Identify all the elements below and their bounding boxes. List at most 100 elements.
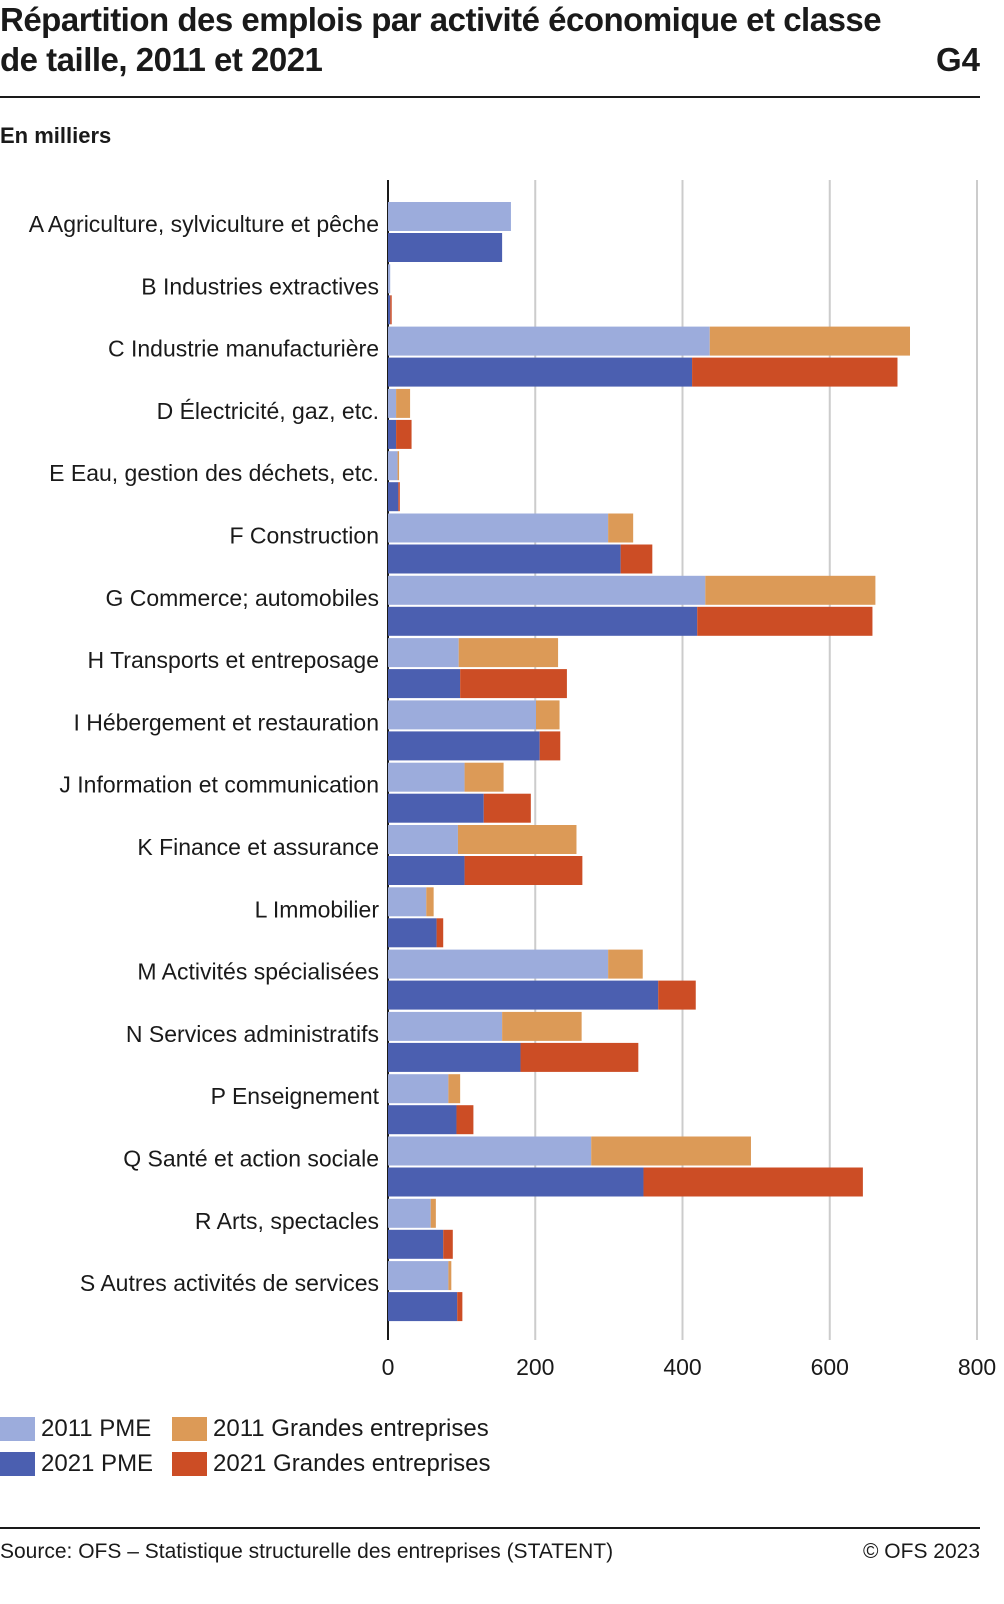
legend-label-2021-ge: 2021 Grandes entreprises xyxy=(213,1450,491,1477)
bar-2011-s1-c17 xyxy=(448,1261,452,1291)
category-label-16: R Arts, spectacles xyxy=(195,1208,379,1234)
bar-2021-s2-c5 xyxy=(388,544,621,574)
category-label-12: M Activités spécialisées xyxy=(137,959,379,985)
category-label-1: B Industries extractives xyxy=(141,273,379,299)
category-label-5: F Construction xyxy=(229,523,379,549)
category-label-2: C Industrie manufacturière xyxy=(108,336,379,362)
bar-2021-s2-c16 xyxy=(388,1229,444,1259)
bar-2021-s3-c9 xyxy=(483,793,531,823)
bar-2021-s2-c12 xyxy=(388,980,659,1010)
bar-2011-s0-c4 xyxy=(388,451,398,481)
category-label-8: I Hébergement et restauration xyxy=(73,709,379,735)
legend-item-2021-ge: 2021 Grandes entreprises xyxy=(172,1447,491,1481)
legend-swatch-2011-ge xyxy=(172,1417,207,1441)
bar-2011-s0-c17 xyxy=(388,1261,449,1291)
unit-label: En milliers xyxy=(0,123,112,148)
bar-2021-s3-c11 xyxy=(436,918,444,948)
bar-2011-s1-c2 xyxy=(709,326,911,356)
bar-2011-s0-c2 xyxy=(388,326,710,356)
bar-2021-s3-c10 xyxy=(464,856,583,885)
bar-2011-s1-c15 xyxy=(591,1136,751,1166)
category-label-4: E Eau, gestion des déchets, etc. xyxy=(49,460,379,486)
legend-item-2011-pme: 2011 PME xyxy=(0,1412,151,1446)
bar-2011-s0-c1 xyxy=(388,264,391,294)
bar-2011-s1-c4 xyxy=(397,451,400,481)
bar-2021-s3-c1 xyxy=(390,295,392,325)
bar-2021-s3-c4 xyxy=(398,482,400,512)
chart-code: G4 xyxy=(935,41,980,78)
bar-2021-s2-c13 xyxy=(388,1042,521,1072)
bar-2021-s2-c7 xyxy=(388,669,461,699)
bar-2021-s3-c13 xyxy=(520,1042,639,1072)
copyright-note: © OFS 2023 xyxy=(862,1540,980,1563)
bar-2021-s3-c8 xyxy=(539,731,561,761)
category-label-3: D Électricité, gaz, etc. xyxy=(157,398,379,424)
bar-2021-s2-c4 xyxy=(388,482,399,512)
bar-2021-s2-c10 xyxy=(388,856,465,885)
bar-2011-s1-c16 xyxy=(430,1198,436,1228)
legend-item-2011-ge: 2011 Grandes entreprises xyxy=(172,1412,489,1446)
bar-2011-s0-c14 xyxy=(388,1074,449,1104)
bar-2011-s0-c12 xyxy=(388,949,609,979)
legend-label-2011-ge: 2011 Grandes entreprises xyxy=(213,1415,489,1442)
bar-2021-s3-c14 xyxy=(456,1105,474,1135)
bar-2021-s3-c17 xyxy=(457,1292,463,1322)
category-label-13: N Services administratifs xyxy=(126,1021,379,1047)
bar-2011-s1-c9 xyxy=(464,762,504,792)
bar-2021-s2-c14 xyxy=(388,1105,457,1135)
tick-labels: 0 200 400 600 800 xyxy=(382,1354,997,1380)
category-label-0: A Agriculture, sylviculture et pêche xyxy=(29,211,379,237)
bar-2021-s3-c16 xyxy=(443,1229,453,1259)
category-label-15: Q Santé et action sociale xyxy=(123,1146,379,1172)
bar-2021-s2-c15 xyxy=(388,1167,644,1197)
top-rule xyxy=(0,96,980,98)
bar-2021-s3-c2 xyxy=(692,357,898,387)
category-label-9: J Information et communication xyxy=(59,772,379,798)
bottom-rule xyxy=(0,1527,980,1529)
bar-chart: A Agriculture, sylviculture et pêche B In… xyxy=(29,180,997,1380)
bar-2011-s0-c0 xyxy=(388,202,511,231)
source-note: Source: OFS – Statistique structurelle d… xyxy=(0,1540,614,1563)
legend-item-2021-pme: 2021 PME xyxy=(0,1447,153,1481)
category-label-6: G Commerce; automobiles xyxy=(105,585,379,611)
bar-2011-s1-c11 xyxy=(426,887,434,917)
bar-2021-s2-c0 xyxy=(388,233,503,262)
bar-2011-s1-c5 xyxy=(608,513,634,543)
tick-label-600: 600 xyxy=(811,1354,849,1380)
tick-label-400: 400 xyxy=(663,1354,701,1380)
bar-2011-s0-c5 xyxy=(388,513,609,543)
bar-2021-s2-c11 xyxy=(388,918,437,948)
bar-2011-s0-c16 xyxy=(388,1198,431,1228)
category-label-7: H Transports et entreposage xyxy=(88,647,380,673)
bar-2011-s1-c14 xyxy=(448,1074,461,1104)
tick-label-0: 0 xyxy=(382,1354,395,1380)
tick-label-800: 800 xyxy=(958,1354,996,1380)
category-label-10: K Finance et assurance xyxy=(137,834,379,860)
category-label-17: S Autres activités de services xyxy=(80,1270,379,1296)
bar-2011-s1-c10 xyxy=(457,825,577,854)
bars xyxy=(388,202,911,1322)
legend-swatch-2011-pme xyxy=(0,1417,35,1441)
bar-2021-s2-c3 xyxy=(388,419,397,449)
bar-2011-s1-c3 xyxy=(396,388,411,418)
bar-2021-s3-c15 xyxy=(643,1167,863,1197)
tick-label-200: 200 xyxy=(516,1354,554,1380)
bar-2021-s2-c17 xyxy=(388,1292,458,1322)
bar-2021-s3-c12 xyxy=(658,980,696,1010)
bar-2021-s2-c6 xyxy=(388,606,698,636)
bar-2021-s3-c6 xyxy=(697,606,873,636)
bar-2011-s0-c11 xyxy=(388,887,427,917)
bar-2021-s2-c2 xyxy=(388,357,693,387)
bar-2011-s0-c9 xyxy=(388,762,465,792)
bar-2011-s0-c13 xyxy=(388,1011,503,1041)
chart-title: Répartition des emplois par activité éco… xyxy=(0,1,882,78)
bar-2021-s3-c3 xyxy=(396,419,412,449)
bar-2021-s3-c7 xyxy=(460,669,567,699)
bar-2021-s2-c8 xyxy=(388,731,540,761)
bar-2011-s1-c6 xyxy=(705,575,876,605)
bar-2011-s1-c8 xyxy=(535,700,560,730)
bar-2011-s1-c7 xyxy=(458,638,559,668)
legend-label-2011-pme: 2011 PME xyxy=(41,1415,152,1442)
bar-2011-s0-c10 xyxy=(388,825,458,854)
bar-2011-s0-c8 xyxy=(388,700,536,730)
